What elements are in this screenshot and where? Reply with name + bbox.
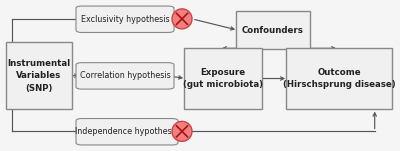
FancyBboxPatch shape [236,11,310,49]
Text: Correlation hypothesis: Correlation hypothesis [80,71,170,80]
Text: Confounders: Confounders [242,26,304,35]
FancyBboxPatch shape [76,63,174,89]
Text: Instrumental
Variables
(SNP): Instrumental Variables (SNP) [8,58,70,93]
FancyBboxPatch shape [6,42,72,109]
Text: Exclusivity hypothesis: Exclusivity hypothesis [81,15,169,24]
Text: Outcome
(Hirschsprung disease): Outcome (Hirschsprung disease) [283,68,395,89]
Ellipse shape [172,9,192,29]
FancyBboxPatch shape [184,48,262,109]
Ellipse shape [172,121,192,141]
FancyBboxPatch shape [76,6,174,32]
Text: Exposure
(gut microbiota): Exposure (gut microbiota) [183,68,263,89]
FancyBboxPatch shape [76,119,178,145]
Text: Independence hypothesis: Independence hypothesis [76,127,178,136]
FancyBboxPatch shape [286,48,392,109]
